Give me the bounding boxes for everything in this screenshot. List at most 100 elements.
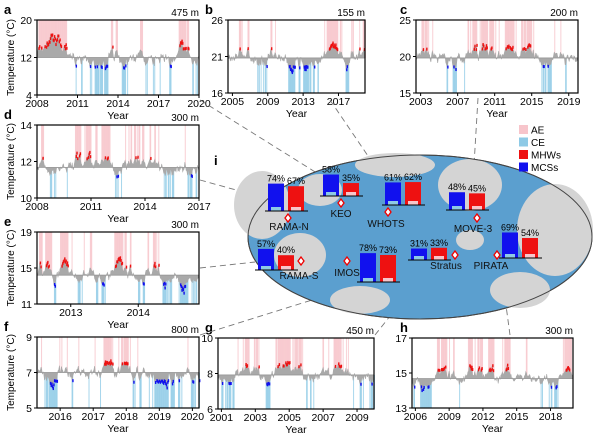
ce-band	[191, 167, 193, 198]
y-tick-label: 10	[201, 333, 213, 345]
ae-band	[478, 338, 479, 379]
connector-line	[199, 99, 321, 176]
ce-band	[188, 167, 190, 198]
mcs-point	[299, 66, 301, 70]
y-tick-label: 6	[207, 404, 213, 416]
mhw-point	[127, 362, 129, 366]
mhw-point	[104, 156, 107, 160]
ae-band	[504, 20, 506, 58]
ce-band	[170, 57, 172, 95]
ce-band	[423, 378, 425, 408]
mhw-point	[277, 365, 279, 369]
ce-band	[426, 378, 428, 408]
ce-band	[294, 57, 296, 93]
ce-band	[171, 167, 173, 198]
ae-band	[122, 232, 124, 276]
mcs-point	[72, 379, 74, 383]
mcs-point	[171, 382, 174, 386]
mhw-point	[523, 47, 526, 51]
mcs-point	[165, 282, 167, 286]
ce-band	[116, 167, 118, 198]
ae-band	[489, 20, 491, 58]
mcs-point	[123, 66, 126, 70]
ce-band	[308, 57, 310, 93]
ce-band	[428, 378, 430, 408]
ae-band	[143, 125, 145, 168]
ae-band	[115, 232, 117, 276]
ae-band	[121, 232, 123, 276]
ae-band	[237, 338, 239, 375]
x-axis-label: Year	[286, 108, 308, 120]
ae-band	[87, 125, 89, 168]
ce-band	[164, 372, 166, 408]
ae-band	[529, 20, 531, 58]
mcs-point	[229, 382, 231, 386]
mcs-bar	[268, 183, 284, 211]
ae-band	[179, 20, 181, 58]
ae-band	[327, 20, 329, 58]
ae-band	[256, 338, 258, 375]
ce-band	[161, 372, 163, 408]
ce-band	[540, 378, 542, 408]
mcs-point	[178, 379, 181, 383]
ae-band	[108, 125, 110, 168]
ce-bar	[363, 278, 373, 282]
ce-band	[125, 57, 127, 95]
legend-swatch	[519, 150, 528, 159]
ae-band	[474, 338, 476, 379]
ae-band	[330, 20, 332, 58]
mhw-point	[125, 265, 128, 269]
ce-band	[169, 167, 171, 198]
legend-label: CE	[531, 138, 545, 149]
ae-band	[61, 20, 63, 58]
landmass	[355, 153, 435, 177]
ae-band	[330, 20, 331, 58]
ce-band	[81, 57, 83, 95]
ae-band	[110, 337, 112, 373]
ae-band	[90, 125, 92, 168]
ae-band	[512, 20, 514, 58]
ae-band	[481, 20, 483, 58]
ae-band	[505, 20, 507, 58]
ae-band	[105, 337, 107, 373]
ae-band	[89, 232, 91, 276]
ae-band	[239, 20, 241, 58]
ae-band	[110, 337, 112, 373]
ce-band	[146, 57, 148, 95]
ae-band	[125, 232, 127, 276]
mhw-point	[110, 359, 112, 363]
ae-band	[104, 337, 106, 373]
mhw-point	[89, 150, 91, 154]
ae-band	[296, 338, 298, 375]
mcs-point	[154, 380, 157, 384]
ce-band	[167, 372, 169, 408]
ce-band	[173, 167, 175, 198]
mhw-point	[45, 264, 48, 268]
ce-band	[185, 275, 187, 304]
mhw-point	[116, 260, 119, 264]
ae-band	[129, 337, 131, 373]
ce-band	[265, 57, 267, 93]
mcs-point	[167, 379, 170, 383]
mhw-point	[270, 47, 273, 51]
ce-band	[164, 275, 166, 304]
mcs-point	[221, 381, 224, 385]
ae-band	[506, 20, 508, 58]
ae-band	[445, 338, 446, 379]
ae-band	[436, 338, 438, 379]
ce-band	[104, 57, 106, 95]
mhw-point	[41, 46, 43, 50]
mooring-marker	[284, 212, 292, 224]
ce-band	[299, 57, 301, 93]
panel-label: i	[214, 153, 218, 168]
ae-band	[328, 20, 330, 58]
ce-band	[269, 374, 271, 409]
ae-band	[108, 337, 110, 373]
mhw-point	[331, 43, 334, 47]
mhw-point	[64, 257, 66, 261]
ae-band	[509, 338, 511, 379]
x-tick-label: 2007	[311, 412, 335, 424]
ce-bar	[505, 254, 515, 258]
legend-label: AE	[531, 126, 545, 137]
mhw-bar	[405, 182, 421, 205]
